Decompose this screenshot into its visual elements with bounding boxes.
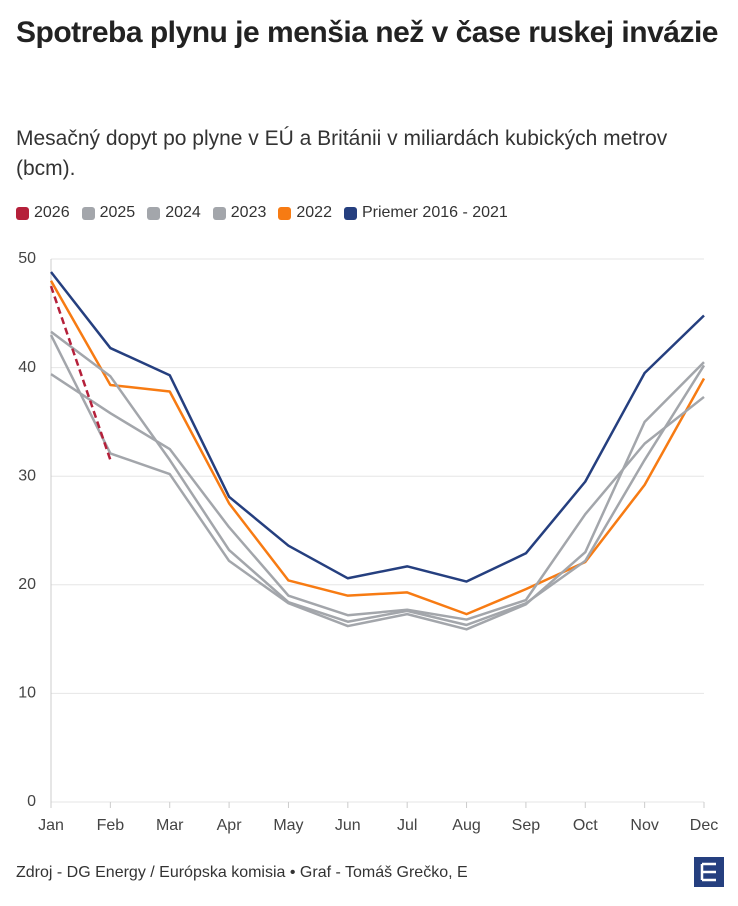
legend-swatch	[16, 206, 29, 220]
y-tick-label: 10	[18, 685, 36, 702]
legend-swatch	[343, 206, 357, 220]
legend-item: 2024	[147, 204, 201, 222]
x-tick-label: Aug	[452, 817, 480, 834]
series-line	[50, 373, 705, 621]
chart-title: Spotreba plynu je menšia než v čase rusk…	[16, 16, 718, 49]
x-tick-label: Nov	[630, 817, 658, 834]
source: Zdroj - DG Energy / Európska komisia • G…	[16, 864, 468, 881]
legend-item: 2023	[212, 204, 267, 222]
x-tick-label: Oct	[573, 817, 598, 834]
legend-item: 2025	[81, 204, 136, 222]
y-tick-label: 20	[18, 576, 36, 593]
legend-swatch	[147, 206, 161, 220]
legend-item: 2026	[16, 204, 70, 222]
x-tick-label: Feb	[97, 817, 125, 834]
series-line	[50, 271, 705, 583]
x-tick-label: Sep	[512, 817, 541, 834]
x-tick-label: Jan	[38, 817, 64, 834]
legend-label: Priemer 2016 - 2021	[361, 204, 508, 221]
y-tick-label: 40	[18, 359, 36, 376]
y-tick-label: 50	[18, 250, 36, 267]
x-tick-label: Jul	[397, 817, 417, 834]
series-line	[49, 285, 112, 461]
legend-label: 2022	[296, 204, 332, 221]
legend-item: Priemer 2016 - 2021	[343, 204, 508, 222]
chart-subtitle: Mesačný dopyt po plyne v EÚ a Británii v…	[16, 127, 668, 180]
legend-swatch	[81, 206, 95, 220]
x-tick-label: May	[273, 817, 303, 834]
legend-label: 2024	[165, 204, 201, 221]
legend-item: 2022	[278, 204, 332, 222]
y-tick-label: 0	[27, 793, 36, 810]
logo	[694, 857, 724, 887]
legend-swatch	[212, 206, 226, 220]
legend-label: 2026	[34, 204, 70, 221]
legend-label: 2023	[230, 204, 267, 221]
x-tick-label: Apr	[217, 817, 243, 834]
series-line	[49, 334, 705, 631]
x-tick-label: Mar	[156, 817, 184, 834]
legend-swatch	[278, 206, 292, 220]
legend: 2026 2025 2024 2023 2022 Priemer 2016 - 2021	[16, 204, 508, 222]
legend-label: 2025	[99, 204, 136, 221]
y-tick-label: 30	[18, 467, 36, 484]
series-line	[49, 280, 706, 616]
x-tick-label: Dec	[690, 817, 718, 834]
x-tick-label: Jun	[335, 817, 361, 834]
series-line	[50, 330, 706, 627]
